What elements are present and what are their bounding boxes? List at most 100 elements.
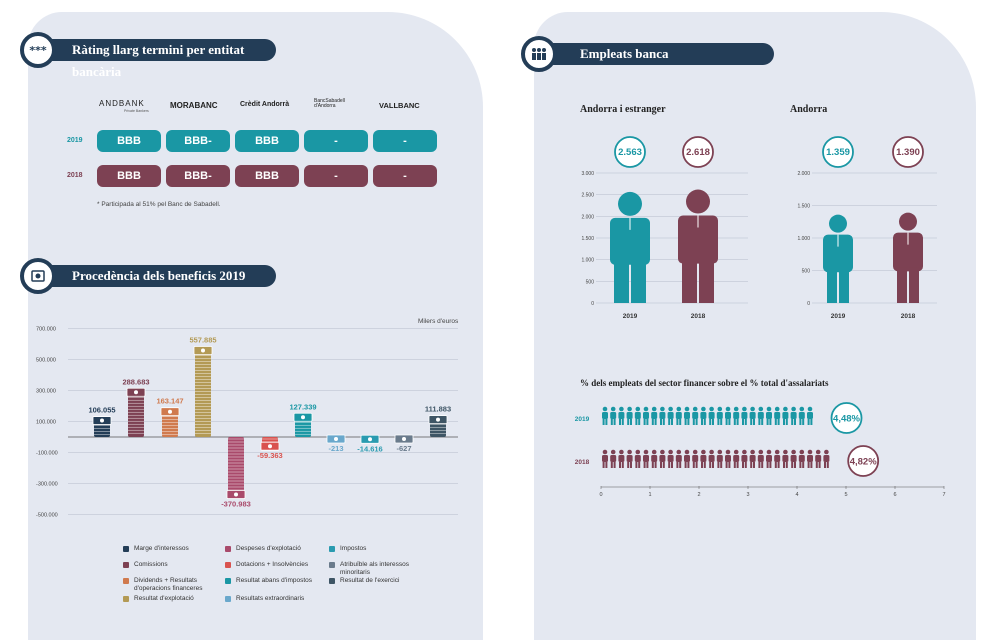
pct-person-body [798,412,805,419]
pct-person-icon [766,449,772,468]
employees-chart-andorra: 0 500 1.000 1.500 2.000 1.359 2019 1.390 2018 [797,136,937,320]
pct-person-icon [667,406,674,425]
pct-person-body [634,412,641,419]
pct-person-head [651,406,657,412]
pct-person-head [668,449,673,455]
pct-person-body [692,455,699,462]
pct-person-head [815,449,821,455]
pct-person-head [758,406,764,412]
person-head [686,189,710,214]
pct-person-body [790,412,797,419]
benefit-value-label: 106.055 [88,406,115,415]
benefit-bar [260,437,280,451]
pct-person-leg [807,419,810,425]
right-panel [534,12,976,640]
pct-person-leg [643,462,646,468]
pct-person-head [602,406,608,412]
benefit-bar [360,434,380,444]
pct-person-leg [621,419,624,425]
pct-person-leg [662,419,665,425]
pct-person-body [651,455,658,462]
pct-person-body [716,412,723,419]
pct-person-head [668,406,673,412]
bill-symbol [168,409,172,414]
rating-cell: BBB [235,130,299,152]
benefits-tick-label: -500.000 [36,513,58,519]
legend-swatch [123,596,129,602]
benefits-tick-label: 300.000 [36,389,56,395]
pct-person-body [790,455,797,462]
pct-person-leg [777,462,780,468]
pct-person-leg [799,419,802,425]
pct-person-head [783,406,788,412]
pct-person-leg [810,419,813,425]
bill-symbol [334,437,338,441]
emp-tick-label: 2.000 [797,171,810,177]
benefit-value-label: 127.339 [289,402,316,411]
rating-cell: - [373,165,437,187]
benefit-bar [193,346,213,437]
pct-person-leg [758,462,761,468]
pct-person-icon [602,449,608,468]
person-leg [614,260,629,303]
pct-person-leg [728,419,731,425]
pct-person-leg [662,462,665,468]
legend-item: Dotacions + Insolvències [225,561,328,569]
pct-person-leg [635,462,638,468]
pct-person-leg [619,419,621,425]
pct-person-body [807,412,813,419]
pct-person-leg [610,462,613,468]
emp-subtitle-1: Andorra i estranger [580,104,666,115]
pct-person-head [643,449,649,455]
pct-person-head [635,406,641,412]
rating-cell: BBB- [166,165,230,187]
pct-person-body [774,412,781,419]
pct-person-icon [659,406,666,425]
pct-person-leg [807,462,810,468]
pct-person-head [758,449,764,455]
bill-symbol [268,444,272,449]
benefit-value-label: -14.616 [357,444,382,453]
pct-person-leg [742,419,744,425]
emp-tick-label: 3.000 [581,171,594,177]
legend-item: Resultats extraordinaris [225,595,328,603]
pct-person-leg [815,462,818,468]
pct-person-leg [703,462,706,468]
pct-person-leg [646,462,649,468]
bill-symbol [134,390,138,395]
pct-person-head [660,449,665,455]
emp-value-circle [682,136,714,168]
person-head [618,191,642,216]
legend-swatch [225,546,231,552]
pct-value-circle [830,402,863,434]
bill-symbol [201,348,205,353]
pct-person-leg [671,419,673,425]
pct-person-body [815,455,822,462]
pct-person-body [807,455,813,462]
pct-person-icon [757,449,764,468]
legend-item: Comissions [123,561,226,569]
pct-person-leg [635,419,638,425]
pct-person-leg [785,419,788,425]
pct-person-head [725,449,731,455]
pct-person-body [741,455,748,462]
pct-person-icon [610,406,617,425]
pct-person-leg [791,462,794,468]
pct-person-leg [720,462,723,468]
pct-person-leg [687,462,690,468]
legend-label: Resultats extraordinaris [236,595,305,602]
pct-person-head [701,449,706,455]
pct-value-circle [847,445,880,477]
benefit-value-label: -59.363 [257,451,282,460]
pct-person-icon [675,449,682,468]
pct-person-head [610,449,616,455]
pct-person-head [717,449,723,455]
pct-tick-label: 1 [648,492,651,498]
pct-person-icon [757,406,764,425]
legend-label: Resultat de l'exercici [340,577,400,584]
pct-person-icon [684,449,690,468]
pct-person-leg [750,462,753,468]
pct-person-leg [651,462,654,468]
pct-person-head [651,449,657,455]
benefit-bar [160,407,180,437]
